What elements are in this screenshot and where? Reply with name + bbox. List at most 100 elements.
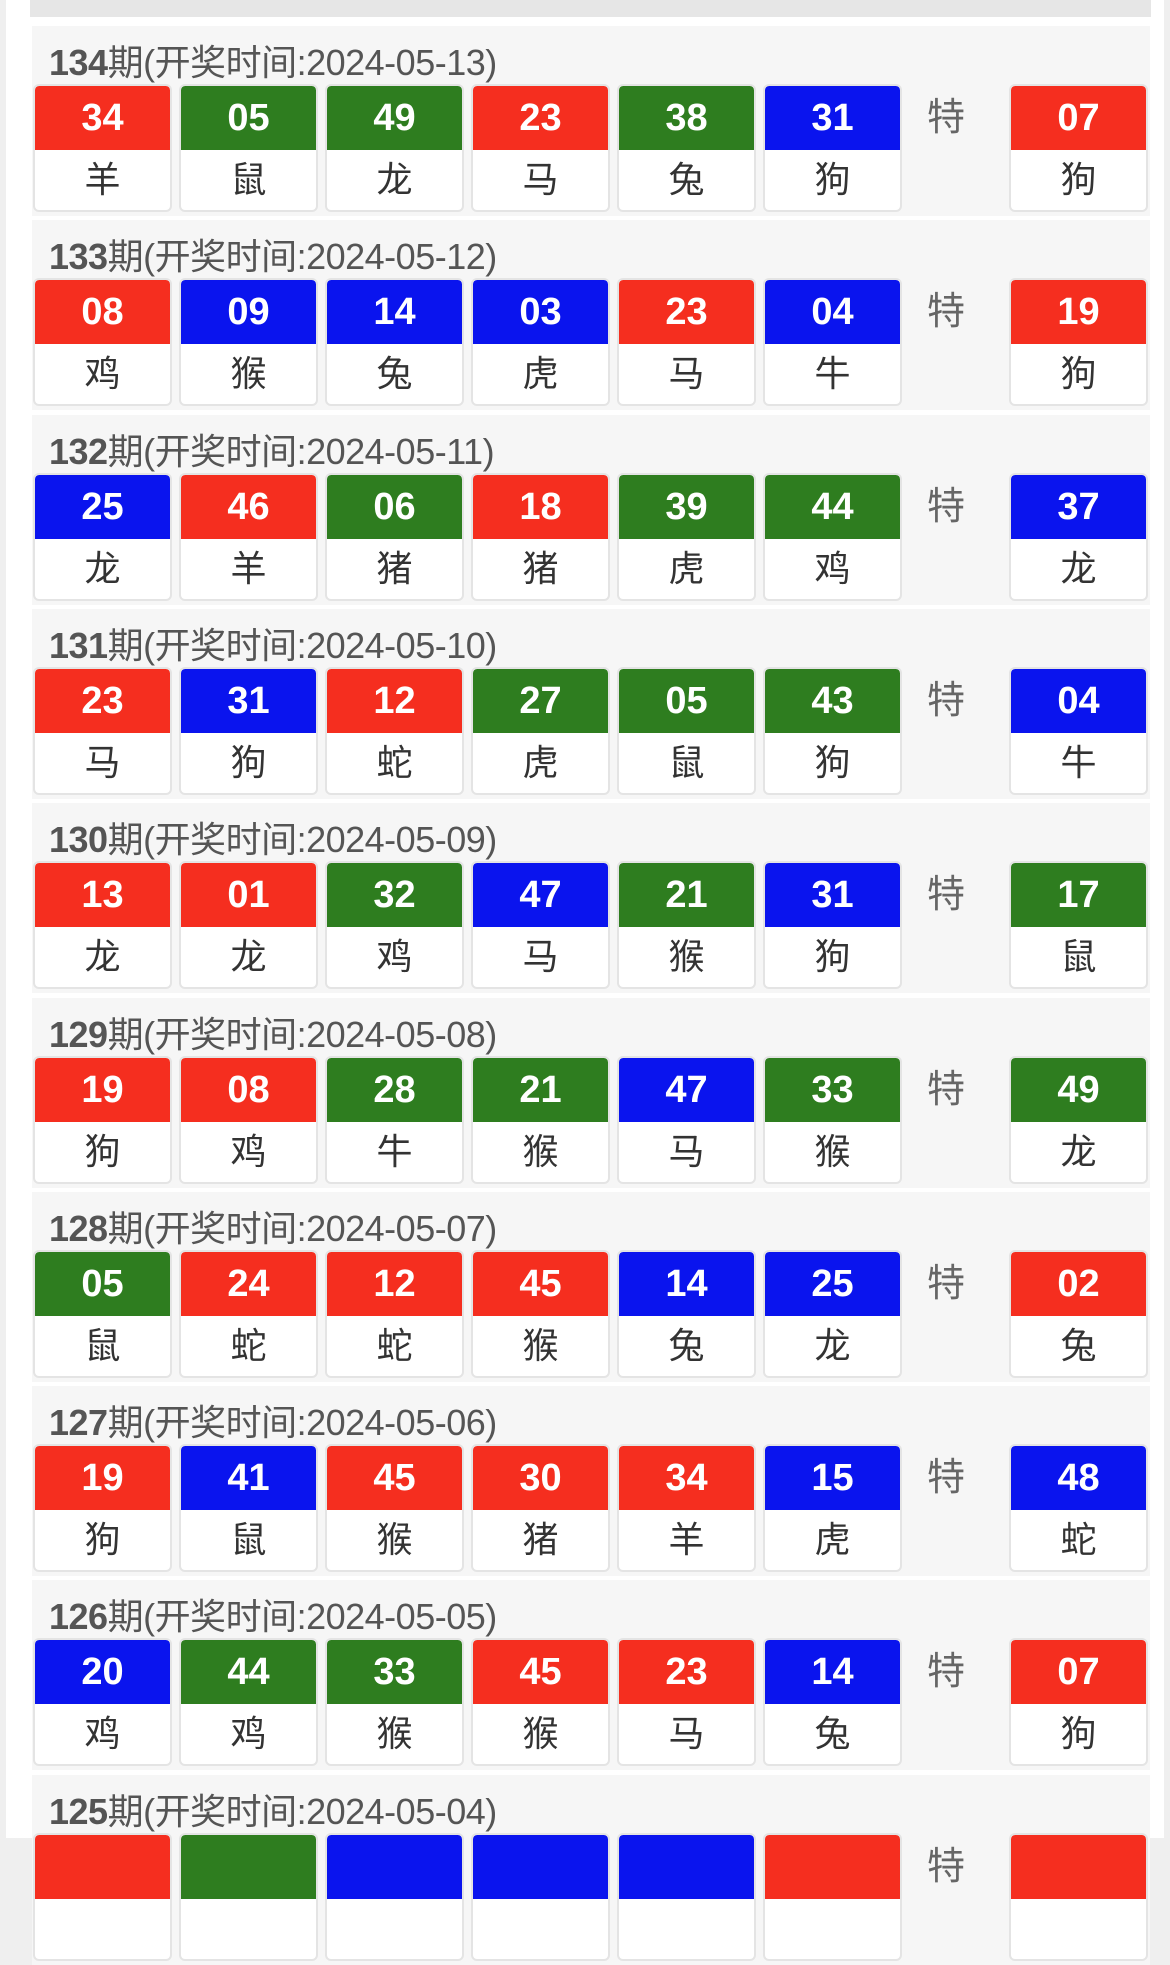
ball-number: 23 bbox=[35, 668, 170, 733]
ball-zodiac: 蛇 bbox=[376, 1324, 413, 1366]
ball-zodiac: 狗 bbox=[814, 159, 851, 200]
ball-number: 18 bbox=[473, 474, 608, 539]
period-number: 133 bbox=[49, 236, 108, 278]
ball-zodiac: 羊 bbox=[84, 159, 121, 200]
ball-number: 46 bbox=[181, 474, 316, 539]
period-number: 128 bbox=[49, 1207, 108, 1249]
number-ball: 44 鸡 bbox=[181, 1640, 316, 1765]
ball-number: 14 bbox=[327, 280, 462, 345]
ball-zodiac: 龙 bbox=[84, 547, 121, 589]
ball-zodiac: 鸡 bbox=[84, 1713, 121, 1755]
ball-number: 19 bbox=[35, 1057, 170, 1122]
draw-row: 129期(开奖时间:2024-05-08) 19 狗 08 鸡 28 牛 21 猴 47 马 33 猴特… bbox=[32, 997, 1150, 1188]
ball-zodiac: 狗 bbox=[1060, 1713, 1097, 1755]
ball-zodiac: 鼠 bbox=[230, 1519, 267, 1561]
ball-zodiac: 羊 bbox=[668, 1519, 705, 1561]
ball-zodiac: 龙 bbox=[84, 936, 121, 978]
number-ball: 33 猴 bbox=[327, 1640, 462, 1765]
number-ball: 30 猪 bbox=[473, 1446, 608, 1571]
ball-number: 28 bbox=[327, 1057, 462, 1122]
draw-date: 2024-05-06 bbox=[306, 1402, 486, 1444]
ball-zodiac: 兔 bbox=[668, 159, 705, 200]
ball-zodiac: 鸡 bbox=[230, 1130, 267, 1172]
close-paren: ) bbox=[485, 819, 497, 861]
period-suffix: 期 bbox=[107, 1402, 144, 1444]
number-ball: 23 马 bbox=[619, 1640, 754, 1765]
special-label: 特 bbox=[927, 679, 966, 722]
ball-number: 45 bbox=[473, 1251, 608, 1316]
number-ball: 05 鼠 bbox=[35, 1251, 170, 1376]
period-suffix: 期 bbox=[107, 624, 144, 666]
draw-date: 2024-05-13 bbox=[306, 42, 486, 83]
number-ball: 24 蛇 bbox=[181, 1251, 316, 1376]
ball-number: 45 bbox=[327, 1446, 462, 1511]
ball-number: 31 bbox=[765, 86, 900, 150]
draw-time-label: (开奖时间: bbox=[143, 42, 307, 83]
number-ball: 19 狗 bbox=[35, 1057, 170, 1182]
ball-zodiac: 狗 bbox=[814, 741, 851, 783]
ball-zodiac: 猴 bbox=[376, 1713, 413, 1755]
ball-zodiac: 鸡 bbox=[376, 936, 413, 978]
ball-zodiac: 兔 bbox=[814, 1713, 851, 1755]
draw-row: 133期(开奖时间:2024-05-12) 08 鸡 09 猴 14 兔 03 虎 23 马 04 牛特… bbox=[32, 220, 1150, 411]
number-ball: 01 龙 bbox=[181, 863, 316, 988]
special-ball: 04 牛 bbox=[1011, 668, 1146, 793]
ball-zodiac: 鼠 bbox=[84, 1324, 121, 1366]
ball-zodiac: 牛 bbox=[376, 1130, 413, 1172]
ball-number bbox=[1011, 1834, 1146, 1899]
ball-number: 19 bbox=[35, 1446, 170, 1511]
draw-date: 2024-05-05 bbox=[306, 1596, 486, 1638]
ball-zodiac: 马 bbox=[84, 741, 121, 783]
draw-row: 132期(开奖时间:2024-05-11) 25 龙 46 羊 06 猪 18 猪 39 虎 44 鸡特… bbox=[32, 414, 1150, 605]
special-ball: 07 狗 bbox=[1011, 1640, 1146, 1765]
draw-header: 127期(开奖时间:2024-05-06) bbox=[49, 1394, 497, 1446]
ball-number: 07 bbox=[1011, 86, 1146, 150]
ball-number: 06 bbox=[327, 474, 462, 539]
ball-zodiac: 鼠 bbox=[230, 159, 267, 200]
number-ball: 13 龙 bbox=[35, 863, 170, 988]
draw-date: 2024-05-09 bbox=[306, 819, 486, 861]
number-ball: 33 猴 bbox=[765, 1057, 900, 1182]
ball-zodiac: 猪 bbox=[522, 1519, 559, 1561]
special-label: 特 bbox=[927, 874, 966, 917]
draw-date: 2024-05-08 bbox=[306, 1013, 486, 1055]
draw-time-label: (开奖时间: bbox=[143, 1207, 307, 1249]
ball-number: 49 bbox=[1011, 1057, 1146, 1122]
ball-number bbox=[619, 1834, 754, 1899]
ball-number: 45 bbox=[473, 1640, 608, 1705]
draw-date: 2024-05-07 bbox=[306, 1207, 486, 1249]
ball-number: 05 bbox=[35, 1251, 170, 1316]
ball-zodiac: 狗 bbox=[1060, 353, 1097, 395]
ball-zodiac: 蛇 bbox=[1060, 1519, 1097, 1561]
draw-header: 129期(开奖时间:2024-05-08) bbox=[49, 1006, 497, 1058]
number-ball: 21 猴 bbox=[473, 1057, 608, 1182]
period-suffix: 期 bbox=[107, 1013, 144, 1055]
draw-time-label: (开奖时间: bbox=[143, 1596, 307, 1638]
period-number: 127 bbox=[49, 1402, 108, 1444]
number-ball: 39 虎 bbox=[619, 474, 754, 599]
draw-time-label: (开奖时间: bbox=[143, 236, 307, 278]
close-paren: ) bbox=[485, 42, 497, 83]
ball-number: 30 bbox=[473, 1446, 608, 1511]
special-ball: 49 龙 bbox=[1011, 1057, 1146, 1182]
ball-number: 05 bbox=[619, 668, 754, 733]
top-bar bbox=[30, 0, 1151, 17]
special-ball: 02 兔 bbox=[1011, 1251, 1146, 1376]
ball-number: 14 bbox=[619, 1251, 754, 1316]
period-number: 131 bbox=[49, 624, 108, 666]
ball-number bbox=[181, 1834, 316, 1899]
ball-zodiac: 猪 bbox=[376, 547, 413, 589]
ball-number: 21 bbox=[473, 1057, 608, 1122]
ball-zodiac: 龙 bbox=[230, 936, 267, 978]
ball-zodiac: 猪 bbox=[522, 547, 559, 589]
number-ball: 46 羊 bbox=[181, 474, 316, 599]
number-ball: 49 龙 bbox=[327, 86, 462, 210]
number-ball: 08 鸡 bbox=[181, 1057, 316, 1182]
ball-zodiac: 鸡 bbox=[814, 547, 851, 589]
draw-header: 125期(开奖时间:2024-05-04) bbox=[49, 1783, 497, 1835]
draw-date: 2024-05-11 bbox=[306, 430, 483, 472]
ball-number: 25 bbox=[765, 1251, 900, 1316]
draw-row: 131期(开奖时间:2024-05-10) 23 马 31 狗 12 蛇 27 虎 05 鼠 43 狗特… bbox=[32, 608, 1150, 799]
number-ball: 05 鼠 bbox=[619, 668, 754, 793]
ball-number: 23 bbox=[619, 1640, 754, 1705]
